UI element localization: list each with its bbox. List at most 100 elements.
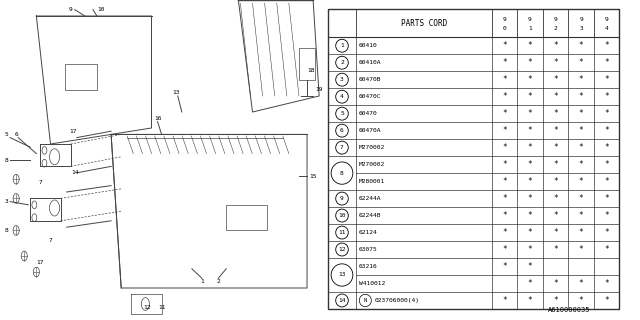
- Text: *: *: [502, 245, 507, 254]
- Text: *: *: [579, 126, 584, 135]
- Bar: [299, 48, 315, 80]
- Text: 62124: 62124: [358, 230, 378, 235]
- Text: 12: 12: [339, 247, 346, 252]
- Text: 60410: 60410: [358, 43, 378, 48]
- Text: *: *: [528, 228, 532, 237]
- Text: *: *: [604, 160, 609, 169]
- Text: 63075: 63075: [358, 247, 378, 252]
- Text: *: *: [604, 92, 609, 101]
- Text: 2: 2: [554, 26, 557, 31]
- Text: 5: 5: [4, 132, 8, 137]
- Text: 16: 16: [154, 116, 161, 121]
- Text: *: *: [528, 177, 532, 186]
- Text: 10: 10: [339, 213, 346, 218]
- Text: *: *: [528, 58, 532, 67]
- Text: PARTS CORD: PARTS CORD: [401, 19, 447, 28]
- Text: 3: 3: [4, 199, 8, 204]
- Bar: [227, 205, 267, 230]
- Text: *: *: [604, 126, 609, 135]
- Text: *: *: [528, 75, 532, 84]
- Text: *: *: [579, 58, 584, 67]
- Text: 19: 19: [316, 87, 323, 92]
- Text: *: *: [604, 41, 609, 50]
- Text: A610000035: A610000035: [548, 307, 591, 313]
- Text: *: *: [604, 143, 609, 152]
- Text: 9: 9: [340, 196, 344, 201]
- Text: 12: 12: [144, 305, 151, 310]
- Text: *: *: [528, 109, 532, 118]
- Text: 9: 9: [554, 17, 557, 22]
- Text: *: *: [502, 177, 507, 186]
- Text: *: *: [553, 75, 558, 84]
- Text: 7: 7: [49, 237, 52, 243]
- Text: 17: 17: [36, 260, 44, 265]
- Text: 9: 9: [579, 17, 583, 22]
- Text: *: *: [528, 279, 532, 288]
- Text: 10: 10: [97, 7, 105, 12]
- Text: 1: 1: [340, 43, 344, 48]
- Text: 7: 7: [38, 180, 42, 185]
- Text: 11: 11: [158, 305, 165, 310]
- Text: *: *: [502, 211, 507, 220]
- Text: *: *: [553, 296, 558, 305]
- Text: *: *: [528, 245, 532, 254]
- Text: *: *: [502, 75, 507, 84]
- Text: *: *: [502, 92, 507, 101]
- Text: 4: 4: [605, 26, 609, 31]
- Text: 5: 5: [340, 111, 344, 116]
- Text: N: N: [364, 298, 367, 303]
- Text: 2: 2: [340, 60, 344, 65]
- Text: *: *: [553, 41, 558, 50]
- Text: *: *: [553, 211, 558, 220]
- Text: 0: 0: [502, 26, 506, 31]
- Text: *: *: [528, 143, 532, 152]
- Text: 13: 13: [172, 90, 179, 95]
- Text: *: *: [502, 194, 507, 203]
- Text: 13: 13: [339, 273, 346, 277]
- Text: 11: 11: [339, 230, 346, 235]
- Text: 60410A: 60410A: [358, 60, 381, 65]
- Text: 9: 9: [502, 17, 506, 22]
- Text: 14: 14: [339, 298, 346, 303]
- Text: *: *: [604, 279, 609, 288]
- Text: 9: 9: [69, 7, 72, 12]
- Text: 62244A: 62244A: [358, 196, 381, 201]
- Text: 023706000(4): 023706000(4): [374, 298, 419, 303]
- Text: *: *: [604, 228, 609, 237]
- Text: 60470: 60470: [358, 111, 378, 116]
- Text: *: *: [502, 58, 507, 67]
- Text: *: *: [553, 245, 558, 254]
- Text: *: *: [604, 211, 609, 220]
- Text: *: *: [528, 296, 532, 305]
- Text: *: *: [502, 160, 507, 169]
- Text: *: *: [604, 296, 609, 305]
- Text: *: *: [579, 245, 584, 254]
- Text: 4: 4: [340, 94, 344, 99]
- Text: 1: 1: [528, 26, 532, 31]
- Text: 7: 7: [340, 145, 344, 150]
- Text: 6: 6: [14, 132, 18, 137]
- Text: *: *: [528, 160, 532, 169]
- Text: *: *: [553, 126, 558, 135]
- Text: *: *: [553, 92, 558, 101]
- Text: *: *: [604, 58, 609, 67]
- Text: 15: 15: [309, 173, 317, 179]
- Text: *: *: [553, 228, 558, 237]
- Text: *: *: [502, 228, 507, 237]
- Text: *: *: [579, 75, 584, 84]
- Text: 8: 8: [340, 171, 344, 176]
- Text: *: *: [553, 160, 558, 169]
- Text: W410012: W410012: [358, 281, 385, 286]
- Text: *: *: [502, 296, 507, 305]
- Text: 60470B: 60470B: [358, 77, 381, 82]
- Text: *: *: [502, 41, 507, 50]
- Text: *: *: [553, 109, 558, 118]
- Text: 63216: 63216: [358, 264, 378, 269]
- Text: *: *: [579, 296, 584, 305]
- Text: *: *: [579, 92, 584, 101]
- Text: *: *: [579, 194, 584, 203]
- Text: *: *: [579, 211, 584, 220]
- Text: 8: 8: [4, 157, 8, 163]
- Text: *: *: [502, 143, 507, 152]
- Text: *: *: [502, 262, 507, 271]
